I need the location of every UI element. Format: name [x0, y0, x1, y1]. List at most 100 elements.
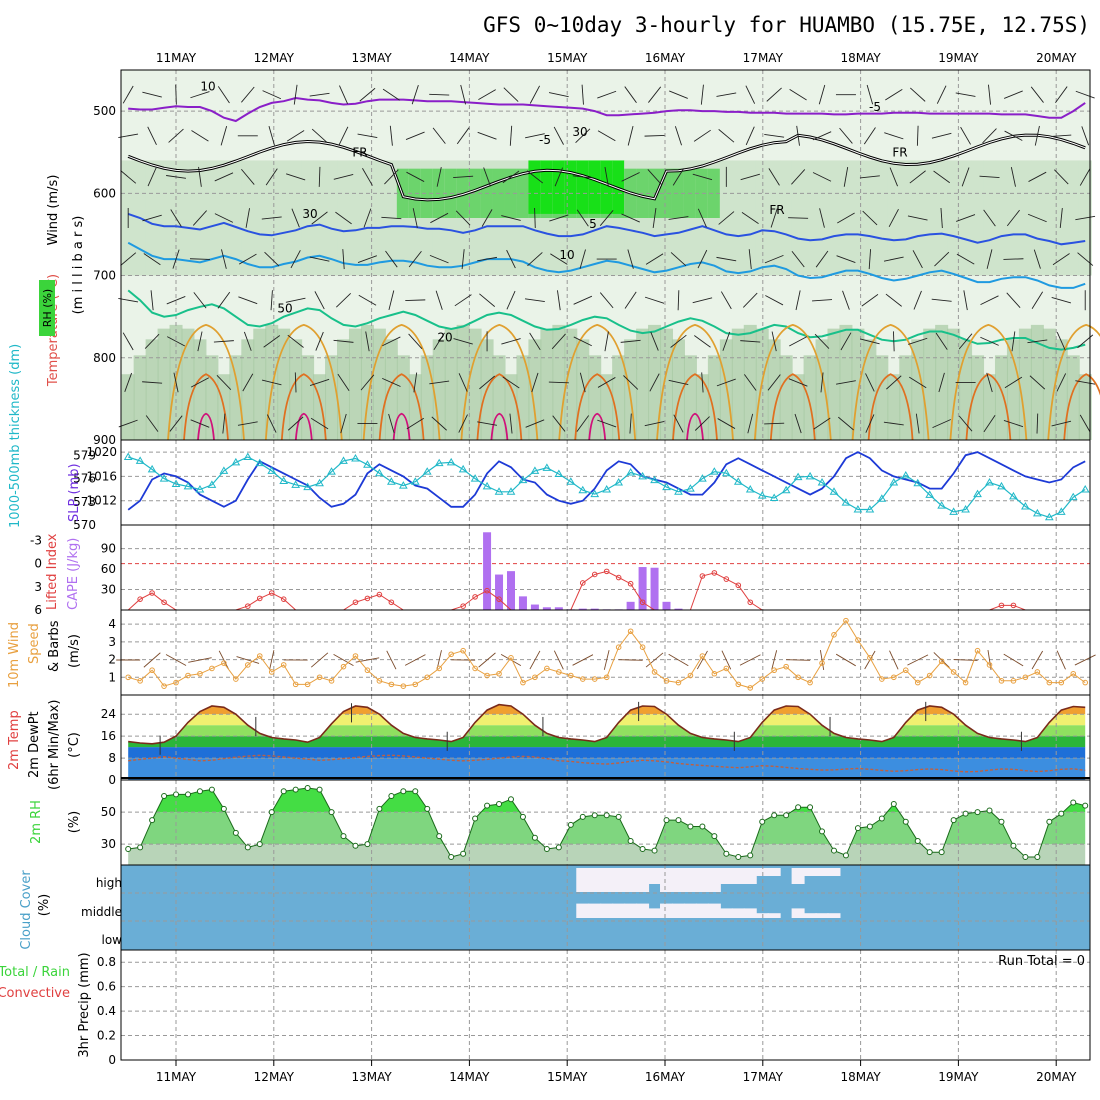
wind-barb	[458, 414, 468, 433]
wind-barb	[477, 421, 497, 426]
wind-barb	[237, 421, 258, 426]
li-point	[245, 603, 251, 609]
wind10m-point	[197, 670, 203, 677]
rh2m-point	[220, 805, 227, 812]
rh-cell	[971, 160, 985, 276]
wind-barb	[502, 376, 520, 389]
wind-barb	[333, 339, 354, 343]
li-tick: 3	[34, 580, 42, 594]
temp2m-tick: 24	[101, 707, 116, 721]
rh2m-point	[1034, 853, 1041, 860]
wind-barb	[309, 92, 330, 97]
contour-label: 10	[559, 248, 574, 262]
wind-barb	[983, 415, 996, 433]
rh-cell	[1042, 160, 1056, 276]
wind10m-point	[233, 676, 239, 682]
rh-cell	[911, 339, 925, 440]
wind-barb	[694, 335, 711, 348]
wind-barb	[572, 175, 593, 179]
slp-line	[127, 451, 1086, 511]
wind-barb	[286, 130, 305, 142]
wind-barb	[405, 131, 425, 140]
wind-barb	[573, 295, 593, 305]
cape-bar	[495, 574, 504, 610]
wind-barb	[766, 87, 782, 102]
li-point	[268, 590, 275, 596]
wind-barb	[357, 133, 378, 138]
thickness-line	[128, 456, 1086, 518]
li-point	[137, 596, 143, 602]
wind-barb	[430, 212, 449, 224]
cape-label: CAPE (J/kg)	[66, 538, 81, 610]
wind-barb	[620, 339, 641, 343]
temp-contour-20	[558, 323, 637, 441]
chart-title: GFS 0~10day 3-hourly for HUAMBO (15.75E,…	[483, 13, 1090, 37]
rh2m-point	[352, 842, 359, 849]
wind-barb	[747, 413, 754, 434]
wind-barb	[1056, 332, 1066, 351]
wind-barb	[700, 84, 704, 105]
wind10m-point	[747, 685, 754, 691]
wind10m-point	[209, 665, 215, 672]
thickness-point	[494, 487, 504, 495]
wind-barb	[818, 84, 826, 105]
wind-barb	[217, 291, 231, 309]
wind10m-point	[675, 679, 682, 686]
wind10m-barbs	[116, 650, 1096, 670]
contour-label: FR	[352, 145, 367, 159]
rh2m-point	[436, 833, 443, 840]
rh-cell	[863, 339, 877, 440]
wind-barb	[263, 335, 281, 348]
wind-barb	[1051, 134, 1072, 137]
rh2m-point	[699, 823, 706, 830]
rh-cell	[588, 160, 602, 214]
wind10m-point	[352, 653, 359, 659]
cape-bar	[506, 571, 515, 610]
rh-cell	[576, 339, 590, 440]
temp-contour-20	[1047, 323, 1100, 441]
wind-barb	[765, 295, 784, 306]
wind-barb	[526, 170, 544, 184]
rh-cell	[612, 355, 626, 440]
pressure-tick: 700	[93, 269, 116, 283]
wind-barb	[406, 171, 425, 182]
rh-cell	[779, 355, 793, 440]
wind-barb	[958, 415, 973, 432]
wind-barb	[670, 334, 687, 348]
rh-cell	[899, 160, 913, 276]
wind-barb	[549, 214, 569, 222]
wind-barb	[745, 126, 755, 146]
cape-li-panel: -3 0 3 6 30 60 90	[30, 524, 1091, 617]
thickness-point	[1044, 512, 1054, 521]
wind10m-panel: 1 2 3 4	[108, 609, 1096, 696]
rh-cell	[408, 374, 422, 440]
wind-barb	[764, 254, 784, 264]
wind-barb	[142, 91, 162, 98]
rh-cell	[994, 355, 1008, 440]
thickness-point	[530, 466, 540, 474]
wind-barb	[238, 296, 258, 305]
rh-cell	[755, 160, 769, 276]
rh2m-point	[280, 788, 287, 795]
wind-barb	[812, 299, 833, 302]
wind-barb	[956, 253, 975, 265]
wind-barb	[413, 372, 418, 393]
wind-barb	[940, 207, 943, 229]
wind-barb	[509, 413, 513, 434]
date-label-bottom: 13MAY	[351, 1070, 392, 1084]
mid-cloud-cell	[648, 908, 662, 918]
wind-barb	[745, 85, 756, 104]
rh-cell	[229, 160, 243, 276]
wind-barb	[579, 249, 586, 269]
wind10m-point	[723, 665, 730, 672]
thickness-point	[1068, 492, 1078, 501]
wind-barb	[789, 88, 807, 101]
thickness-point	[638, 471, 647, 480]
wind-barb	[837, 212, 855, 224]
wind-barb	[309, 256, 330, 262]
pressure-tick: 600	[93, 186, 116, 200]
wind-barb	[938, 372, 945, 393]
upper-rh-label: RH (%)	[41, 289, 54, 327]
thickness-point	[363, 460, 372, 468]
